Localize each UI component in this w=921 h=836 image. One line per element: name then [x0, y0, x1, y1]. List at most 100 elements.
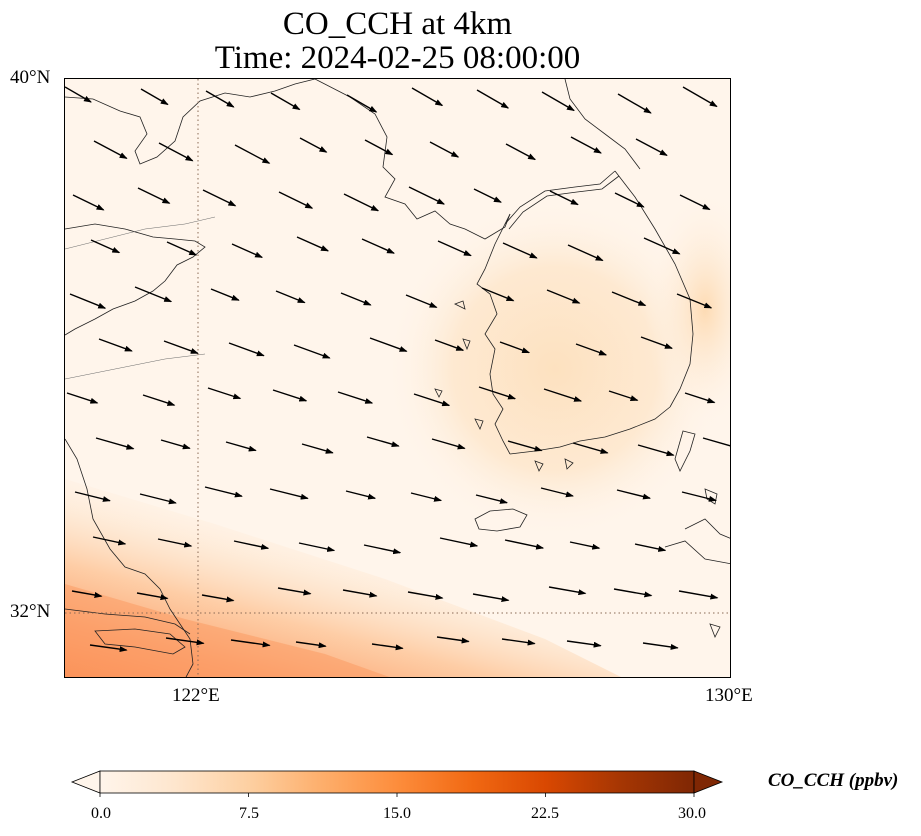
wind-arrow: [298, 542, 336, 552]
map-subtitle-time: Time: 2024-02-25 08:00:00: [214, 40, 581, 76]
map-title: CO_CCH at 4km: [282, 6, 513, 42]
colorbar-tick-15: 15.0: [383, 805, 411, 822]
wind-arrow: [293, 344, 331, 359]
wind-arrow: [702, 437, 730, 447]
wind-arrow: [640, 336, 673, 349]
wind-arrow: [165, 637, 205, 646]
wind-arrow: [269, 488, 309, 500]
wind-arrow: [272, 389, 308, 402]
wind-arrow: [364, 139, 394, 156]
lat-tick-32n: 32°N: [10, 601, 51, 622]
wind-arrow: [296, 236, 330, 252]
wind-arrow: [608, 390, 639, 401]
map-canvas: [65, 79, 730, 677]
wind-arrow: [504, 539, 545, 550]
wind-arrow: [89, 644, 128, 653]
wind-arrow: [410, 492, 443, 502]
wind-arrow: [570, 136, 602, 154]
wind-arrow: [66, 392, 99, 404]
lon-tick-122e: 122°E: [172, 685, 220, 706]
wind-arrow: [481, 287, 515, 302]
coastlines: [65, 79, 730, 677]
wind-arrow: [342, 589, 378, 598]
wind-arrow: [642, 642, 679, 650]
lat-tick-40n: 40°N: [10, 67, 51, 88]
wind-arrow: [231, 243, 264, 259]
field-southwest-core: [65, 584, 390, 677]
wind-arrow: [478, 386, 517, 400]
wind-arrow: [678, 590, 719, 600]
wind-arrow: [617, 93, 652, 114]
wind-arrow: [277, 587, 312, 596]
wind-arrow: [95, 437, 135, 450]
wind-arrow: [201, 594, 235, 603]
wind-arrow: [299, 137, 328, 153]
wind-arrow: [501, 638, 536, 646]
wind-arrow: [684, 392, 716, 404]
wind-arrow: [204, 486, 243, 498]
wind-arrow: [210, 288, 240, 301]
colorbar-ramp: [99, 770, 695, 794]
wind-arrow: [142, 394, 176, 406]
wind-arrow: [613, 588, 653, 598]
wind-arrow: [234, 144, 271, 164]
wind-arrow: [475, 494, 508, 504]
wind-arrow: [411, 87, 444, 107]
wind-arrow: [69, 293, 107, 309]
wind-vectors: [65, 86, 730, 653]
wind-arrow: [473, 188, 502, 203]
wind-arrow: [361, 238, 395, 254]
wind-arrow: [275, 290, 306, 304]
wind-arrow: [270, 92, 301, 111]
wind-arrow: [74, 491, 111, 502]
colorbar-label: CO_CCH (ppbv): [768, 770, 899, 791]
wind-arrow: [436, 636, 470, 644]
wind-arrow: [679, 194, 711, 211]
wind-arrow: [614, 192, 645, 208]
wind-arrow: [502, 242, 538, 259]
wind-arrow: [575, 343, 608, 356]
wind-arrow: [337, 391, 374, 404]
wind-arrow: [634, 543, 667, 552]
wind-arrow: [363, 544, 402, 555]
wind-arrow: [65, 86, 92, 103]
wind-arrow: [230, 639, 271, 648]
wind-arrow: [439, 537, 479, 548]
wind-arrow: [205, 90, 235, 108]
wind-arrow: [136, 592, 169, 601]
wind-arrow: [158, 142, 194, 162]
wind-arrow: [431, 438, 466, 450]
wind-arrow: [434, 339, 465, 351]
wind-arrow: [429, 141, 460, 158]
wind-arrow: [137, 187, 171, 204]
map-plot-area: [64, 78, 731, 678]
wind-arrow: [546, 289, 581, 304]
wind-arrow: [225, 441, 257, 452]
colorbar-tick-7-5: 7.5: [239, 805, 259, 822]
wind-arrow: [160, 439, 191, 450]
wind-arrow: [346, 94, 378, 113]
wind-arrow: [541, 91, 575, 112]
wind-arrow: [92, 536, 127, 546]
colorbar-tick-0: 0.0: [91, 805, 111, 822]
gridlines: [65, 79, 730, 677]
wind-arrow: [566, 640, 602, 648]
wind-arrow: [543, 388, 583, 402]
wind-arrow: [413, 393, 451, 407]
wind-arrow: [166, 241, 198, 256]
wind-arrow: [202, 189, 237, 207]
wind-arrow: [549, 190, 579, 206]
wind-arrow: [681, 491, 717, 502]
wind-arrow: [635, 138, 668, 157]
wind-arrow: [157, 538, 193, 548]
wind-arrow: [340, 292, 372, 306]
wind-arrow: [616, 489, 651, 500]
land-borders: [65, 216, 216, 380]
wind-arrow: [140, 88, 169, 106]
wind-arrow: [569, 541, 601, 550]
wind-arrow: [343, 193, 380, 212]
wind-arrow: [540, 487, 574, 498]
wind-arrow: [163, 340, 199, 354]
colorbar-tick-30: 30.0: [678, 805, 706, 822]
field-korea-enhancement: [385, 199, 725, 539]
